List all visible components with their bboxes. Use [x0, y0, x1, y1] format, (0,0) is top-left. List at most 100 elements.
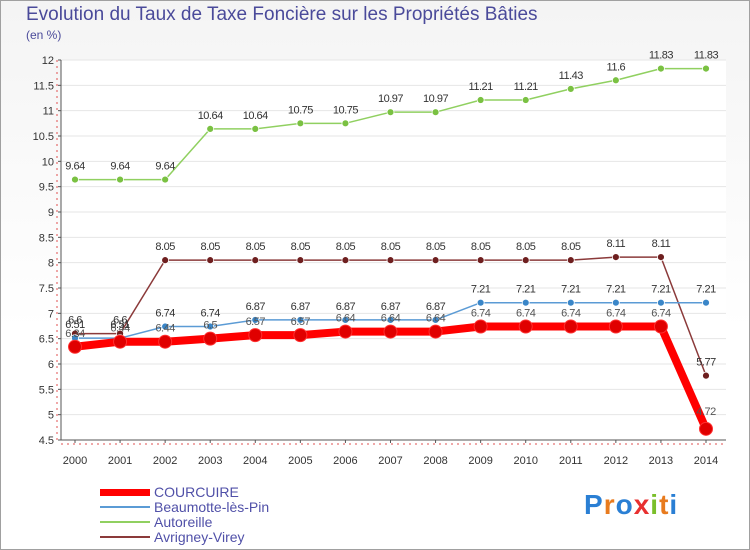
- x-tick-label: 2001: [108, 455, 132, 467]
- data-label: 10.97: [423, 93, 448, 105]
- data-label: 4.72: [696, 406, 716, 418]
- data-point: [68, 339, 82, 354]
- data-point: [653, 319, 668, 334]
- data-label: 11.43: [559, 70, 584, 82]
- data-label: 10.75: [288, 104, 313, 116]
- data-label: 8.05: [155, 241, 175, 253]
- data-point: [563, 319, 578, 334]
- data-point: [251, 256, 260, 265]
- data-label: 7.21: [651, 284, 671, 296]
- data-point: [341, 316, 350, 324]
- data-label: 6.34: [65, 328, 85, 340]
- x-tick-label: 2000: [63, 455, 87, 467]
- data-label: 6.51: [110, 319, 130, 331]
- data-label: 11.6: [607, 61, 626, 73]
- data-label: 10.97: [378, 93, 403, 105]
- data-point: [296, 119, 305, 128]
- data-label: 11.83: [649, 50, 674, 62]
- data-point: [431, 108, 440, 117]
- data-point: [611, 298, 620, 307]
- legend-swatch: [100, 536, 150, 538]
- logo-letter: t: [659, 489, 670, 520]
- y-tick-label: 9: [48, 207, 54, 219]
- logo-letter: x: [633, 489, 651, 520]
- x-tick-label: 2013: [649, 455, 673, 467]
- legend-item-avrigney: Avrigney-Virey: [100, 529, 360, 545]
- data-label: 6.74: [561, 308, 581, 320]
- data-point: [566, 256, 575, 265]
- x-tick-label: 2010: [513, 455, 537, 467]
- y-tick-label: 6: [48, 359, 54, 371]
- data-point: [428, 324, 443, 339]
- x-tick-label: 2008: [423, 455, 447, 467]
- data-label: 6.57: [291, 316, 311, 328]
- x-tick-label: 2007: [378, 455, 402, 467]
- data-label: 11.21: [514, 81, 539, 93]
- data-point: [206, 256, 215, 265]
- x-tick-label: 2003: [198, 455, 222, 467]
- legend-label: Beaumotte-lès-Pin: [154, 499, 270, 515]
- data-point: [386, 256, 395, 265]
- data-label: 8.05: [336, 241, 356, 253]
- legend-label: Autoreille: [154, 514, 213, 530]
- logo-letter: i: [669, 489, 679, 520]
- legend-swatch: [100, 489, 150, 496]
- data-label: 8.05: [426, 241, 446, 253]
- data-label: 9.64: [155, 161, 175, 173]
- data-label: 7.21: [471, 284, 491, 296]
- data-label: 6.6: [113, 315, 127, 327]
- chart-title: Evolution du Taux de Taxe Foncière sur l…: [26, 4, 538, 25]
- legend-item-courcuire: COURCUIRE: [100, 484, 360, 500]
- x-tick-label: 2002: [153, 455, 177, 467]
- y-tick-label: 4.5: [39, 435, 54, 447]
- logo-letter: P: [584, 489, 604, 520]
- data-point: [248, 328, 263, 343]
- data-point: [476, 96, 485, 104]
- data-point: [566, 298, 575, 307]
- legend-item-beaumotte: Beaumotte-lès-Pin: [100, 499, 360, 515]
- data-label: 6.74: [155, 308, 175, 320]
- x-tick-label: 2004: [243, 455, 267, 467]
- data-label: 9.64: [110, 161, 130, 173]
- data-label: 10.75: [333, 104, 358, 116]
- data-point: [608, 319, 623, 334]
- data-point: [341, 256, 350, 265]
- data-label: 6.64: [336, 313, 356, 325]
- data-point: [657, 64, 665, 73]
- data-label: 6.74: [471, 308, 491, 320]
- data-point: [702, 298, 710, 307]
- data-label: 6.64: [381, 313, 401, 325]
- data-point: [113, 334, 128, 349]
- data-point: [431, 256, 440, 265]
- data-point: [338, 324, 353, 339]
- y-tick-label: 8: [48, 258, 54, 270]
- x-tick-label: 2006: [333, 455, 357, 467]
- y-tick-label: 11.5: [33, 80, 54, 92]
- data-point: [521, 298, 530, 307]
- x-tick-label: 2011: [559, 455, 583, 467]
- legend-label: COURCUIRE: [154, 484, 239, 500]
- data-point: [473, 319, 488, 334]
- data-label: 10.64: [243, 110, 268, 122]
- legend-swatch: [100, 521, 150, 523]
- data-point: [296, 256, 305, 265]
- data-label: 6.6: [68, 315, 82, 327]
- y-tick-label: 11: [43, 106, 54, 118]
- data-point: [71, 175, 79, 184]
- y-tick-label: 12: [42, 55, 54, 67]
- data-label: 6.87: [246, 301, 266, 313]
- data-label: 10.64: [198, 110, 223, 122]
- data-label: 8.05: [516, 241, 536, 253]
- data-point: [702, 64, 710, 73]
- data-point: [657, 298, 665, 307]
- x-tick-label: 2009: [468, 455, 492, 467]
- logo-letter: i: [650, 489, 660, 520]
- y-tick-label: 9.5: [39, 182, 54, 194]
- data-point: [699, 421, 713, 436]
- data-point: [296, 316, 305, 324]
- data-label: 8.11: [607, 238, 626, 250]
- data-label: 5.77: [696, 357, 716, 369]
- data-label: 8.05: [381, 241, 401, 253]
- data-point: [657, 253, 665, 261]
- data-point: [383, 324, 398, 339]
